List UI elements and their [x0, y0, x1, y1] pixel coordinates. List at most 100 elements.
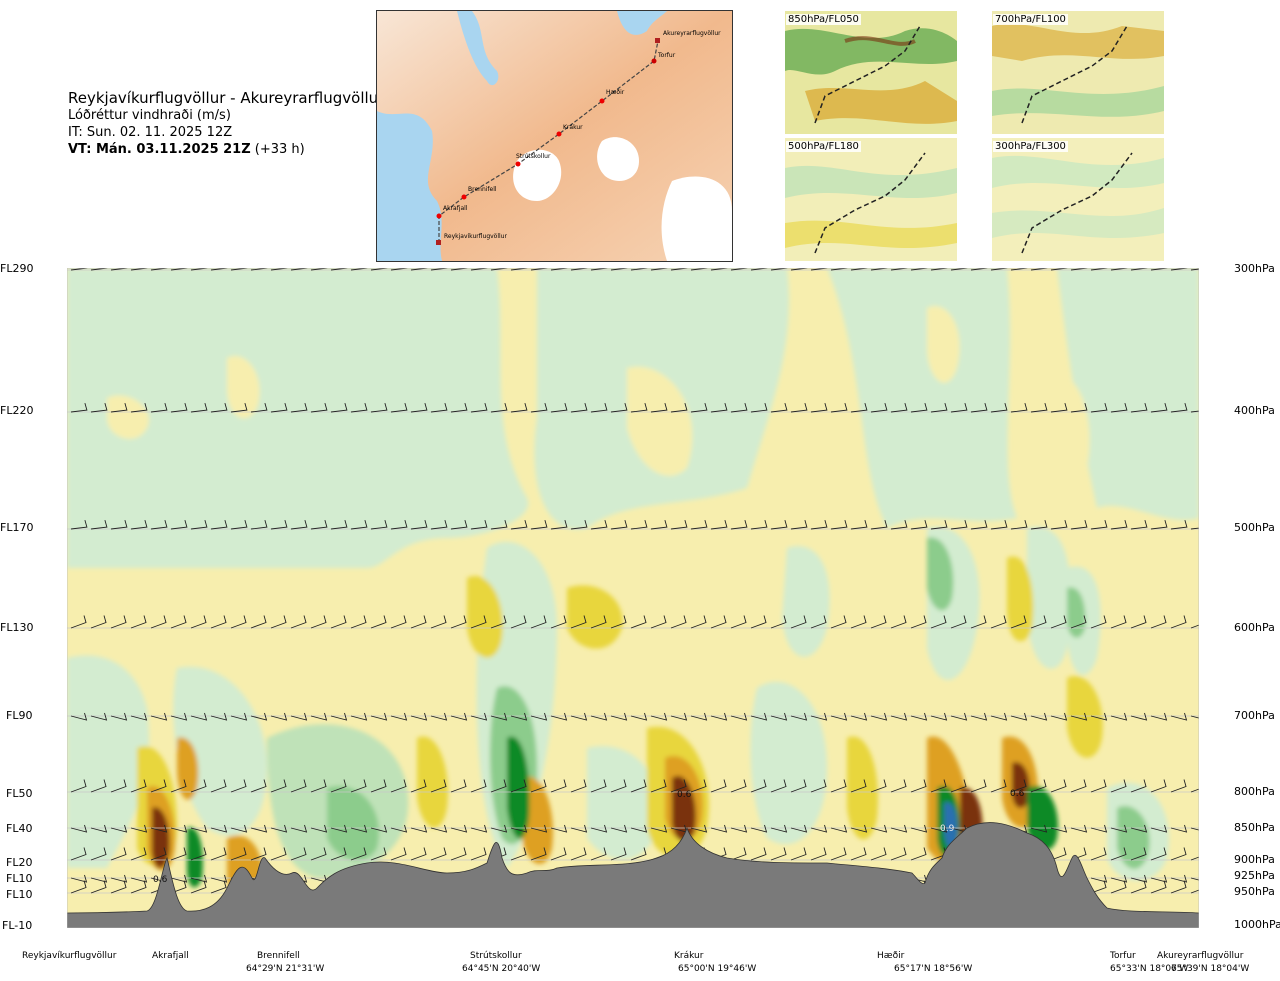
- wind-barb: [830, 712, 848, 721]
- wind-barb: [250, 712, 268, 721]
- wind-barb: [450, 615, 467, 629]
- wind-barb: [850, 824, 868, 833]
- wind-barb: [850, 779, 867, 793]
- wind-barb: [570, 712, 588, 721]
- wind-barb: [1130, 824, 1148, 833]
- wind-barb: [970, 519, 988, 530]
- wind-barb: [70, 874, 88, 883]
- wind-barb: [650, 712, 668, 721]
- wind-barb: [590, 519, 608, 530]
- location-name-strutskollur: Strútskollur: [470, 951, 522, 961]
- wind-barb: [150, 712, 168, 721]
- wind-barb: [130, 712, 148, 721]
- wind-barb: [230, 847, 247, 861]
- wind-barb: [1170, 824, 1188, 833]
- wind-barb: [150, 847, 167, 861]
- wind-barb: [610, 824, 628, 833]
- wind-barb: [750, 779, 767, 793]
- wind-barb: [170, 615, 187, 629]
- wind-barb: [210, 615, 227, 629]
- wind-barb: [910, 712, 928, 721]
- wind-barb: [330, 779, 347, 793]
- wind-barb: [90, 779, 107, 793]
- map-label-strutskollur: Strútskollur: [516, 153, 551, 160]
- wind-barb: [310, 402, 328, 413]
- wind-barb: [670, 712, 688, 721]
- wind-barb: [810, 779, 827, 793]
- wind-barb: [570, 519, 588, 530]
- wind-barb: [1110, 874, 1128, 883]
- contour-label-east: 0.6: [1010, 789, 1025, 799]
- wind-barb: [510, 402, 528, 413]
- wind-barb: [1090, 779, 1107, 793]
- wind-barb: [230, 615, 247, 629]
- wind-barb: [450, 519, 468, 530]
- wind-barb: [590, 615, 607, 629]
- wind-barb: [210, 402, 228, 413]
- wind-barb: [510, 847, 527, 861]
- wind-barb: [310, 847, 327, 861]
- wind-barb: [70, 880, 87, 894]
- chart-title: Reykjavíkurflugvöllur - Akureyrarflugvöl…: [68, 89, 385, 107]
- wind-barb: [650, 615, 667, 629]
- wind-barb: [570, 779, 587, 793]
- wind-barb: [1130, 847, 1147, 861]
- wind-barb: [350, 402, 368, 413]
- wind-barb: [170, 402, 188, 413]
- wind-barb: [410, 712, 428, 721]
- wind-barb: [630, 519, 648, 530]
- location-name-torfur: Torfur: [1110, 951, 1136, 961]
- wind-barb: [890, 712, 908, 721]
- wind-barb: [430, 824, 448, 833]
- wind-barb: [90, 519, 108, 530]
- wind-barb: [1030, 519, 1048, 530]
- wind-barb: [370, 519, 388, 530]
- wind-barb: [70, 779, 87, 793]
- wind-barb: [930, 824, 948, 833]
- wind-barb: [70, 519, 88, 530]
- fl-label-7: FL20: [6, 856, 33, 869]
- wind-barb: [910, 615, 927, 629]
- wind-barb: [890, 779, 907, 793]
- mini-map-500-label: 500hPa/FL180: [786, 141, 861, 152]
- wind-barb: [1190, 624, 1199, 629]
- wind-barb: [770, 712, 788, 721]
- wind-barb: [950, 712, 968, 721]
- wind-barb: [490, 615, 507, 629]
- wind-barb: [830, 824, 848, 833]
- wind-barb: [790, 779, 807, 793]
- wind-barb: [350, 779, 367, 793]
- wind-barb: [610, 519, 628, 530]
- wind-barb: [870, 615, 887, 629]
- wind-barb: [530, 402, 548, 413]
- wind-barb: [670, 615, 687, 629]
- map-label-haedir: Hæðir: [606, 89, 625, 96]
- wind-barb: [950, 615, 967, 629]
- wind-barb: [90, 615, 107, 629]
- map-label-akrafjall: Akrafjall: [443, 205, 468, 212]
- wind-barb: [1190, 410, 1199, 413]
- wind-barb: [750, 712, 768, 721]
- valid-time: VT: Mán. 03.11.2025 21Z (+33 h): [68, 141, 384, 158]
- wind-barb: [210, 824, 228, 833]
- location-coord-brennifell: 64°29'N 21°31'W: [246, 964, 325, 974]
- pa-label-8: 925hPa: [1234, 869, 1275, 882]
- wind-barb: [170, 712, 188, 721]
- cross-section-graphic: 0.6 0.6 0.9 0.6: [66, 267, 1200, 929]
- wind-barb: [1070, 519, 1088, 530]
- wind-barb: [1190, 715, 1199, 719]
- wind-barb: [310, 712, 328, 721]
- pa-label-1: 400hPa: [1234, 404, 1275, 417]
- wind-barb: [150, 615, 167, 629]
- wind-barb: [630, 847, 647, 861]
- wind-barb: [810, 615, 827, 629]
- wind-barb: [330, 519, 348, 530]
- wind-barb: [410, 402, 428, 413]
- wind-barb: [1110, 880, 1127, 894]
- wind-barb: [230, 779, 247, 793]
- wind-barb: [750, 847, 767, 861]
- pa-label-7: 900hPa: [1234, 853, 1275, 866]
- wind-barb: [670, 779, 687, 793]
- wind-barb: [290, 615, 307, 629]
- fl-label-5: FL50: [6, 787, 33, 800]
